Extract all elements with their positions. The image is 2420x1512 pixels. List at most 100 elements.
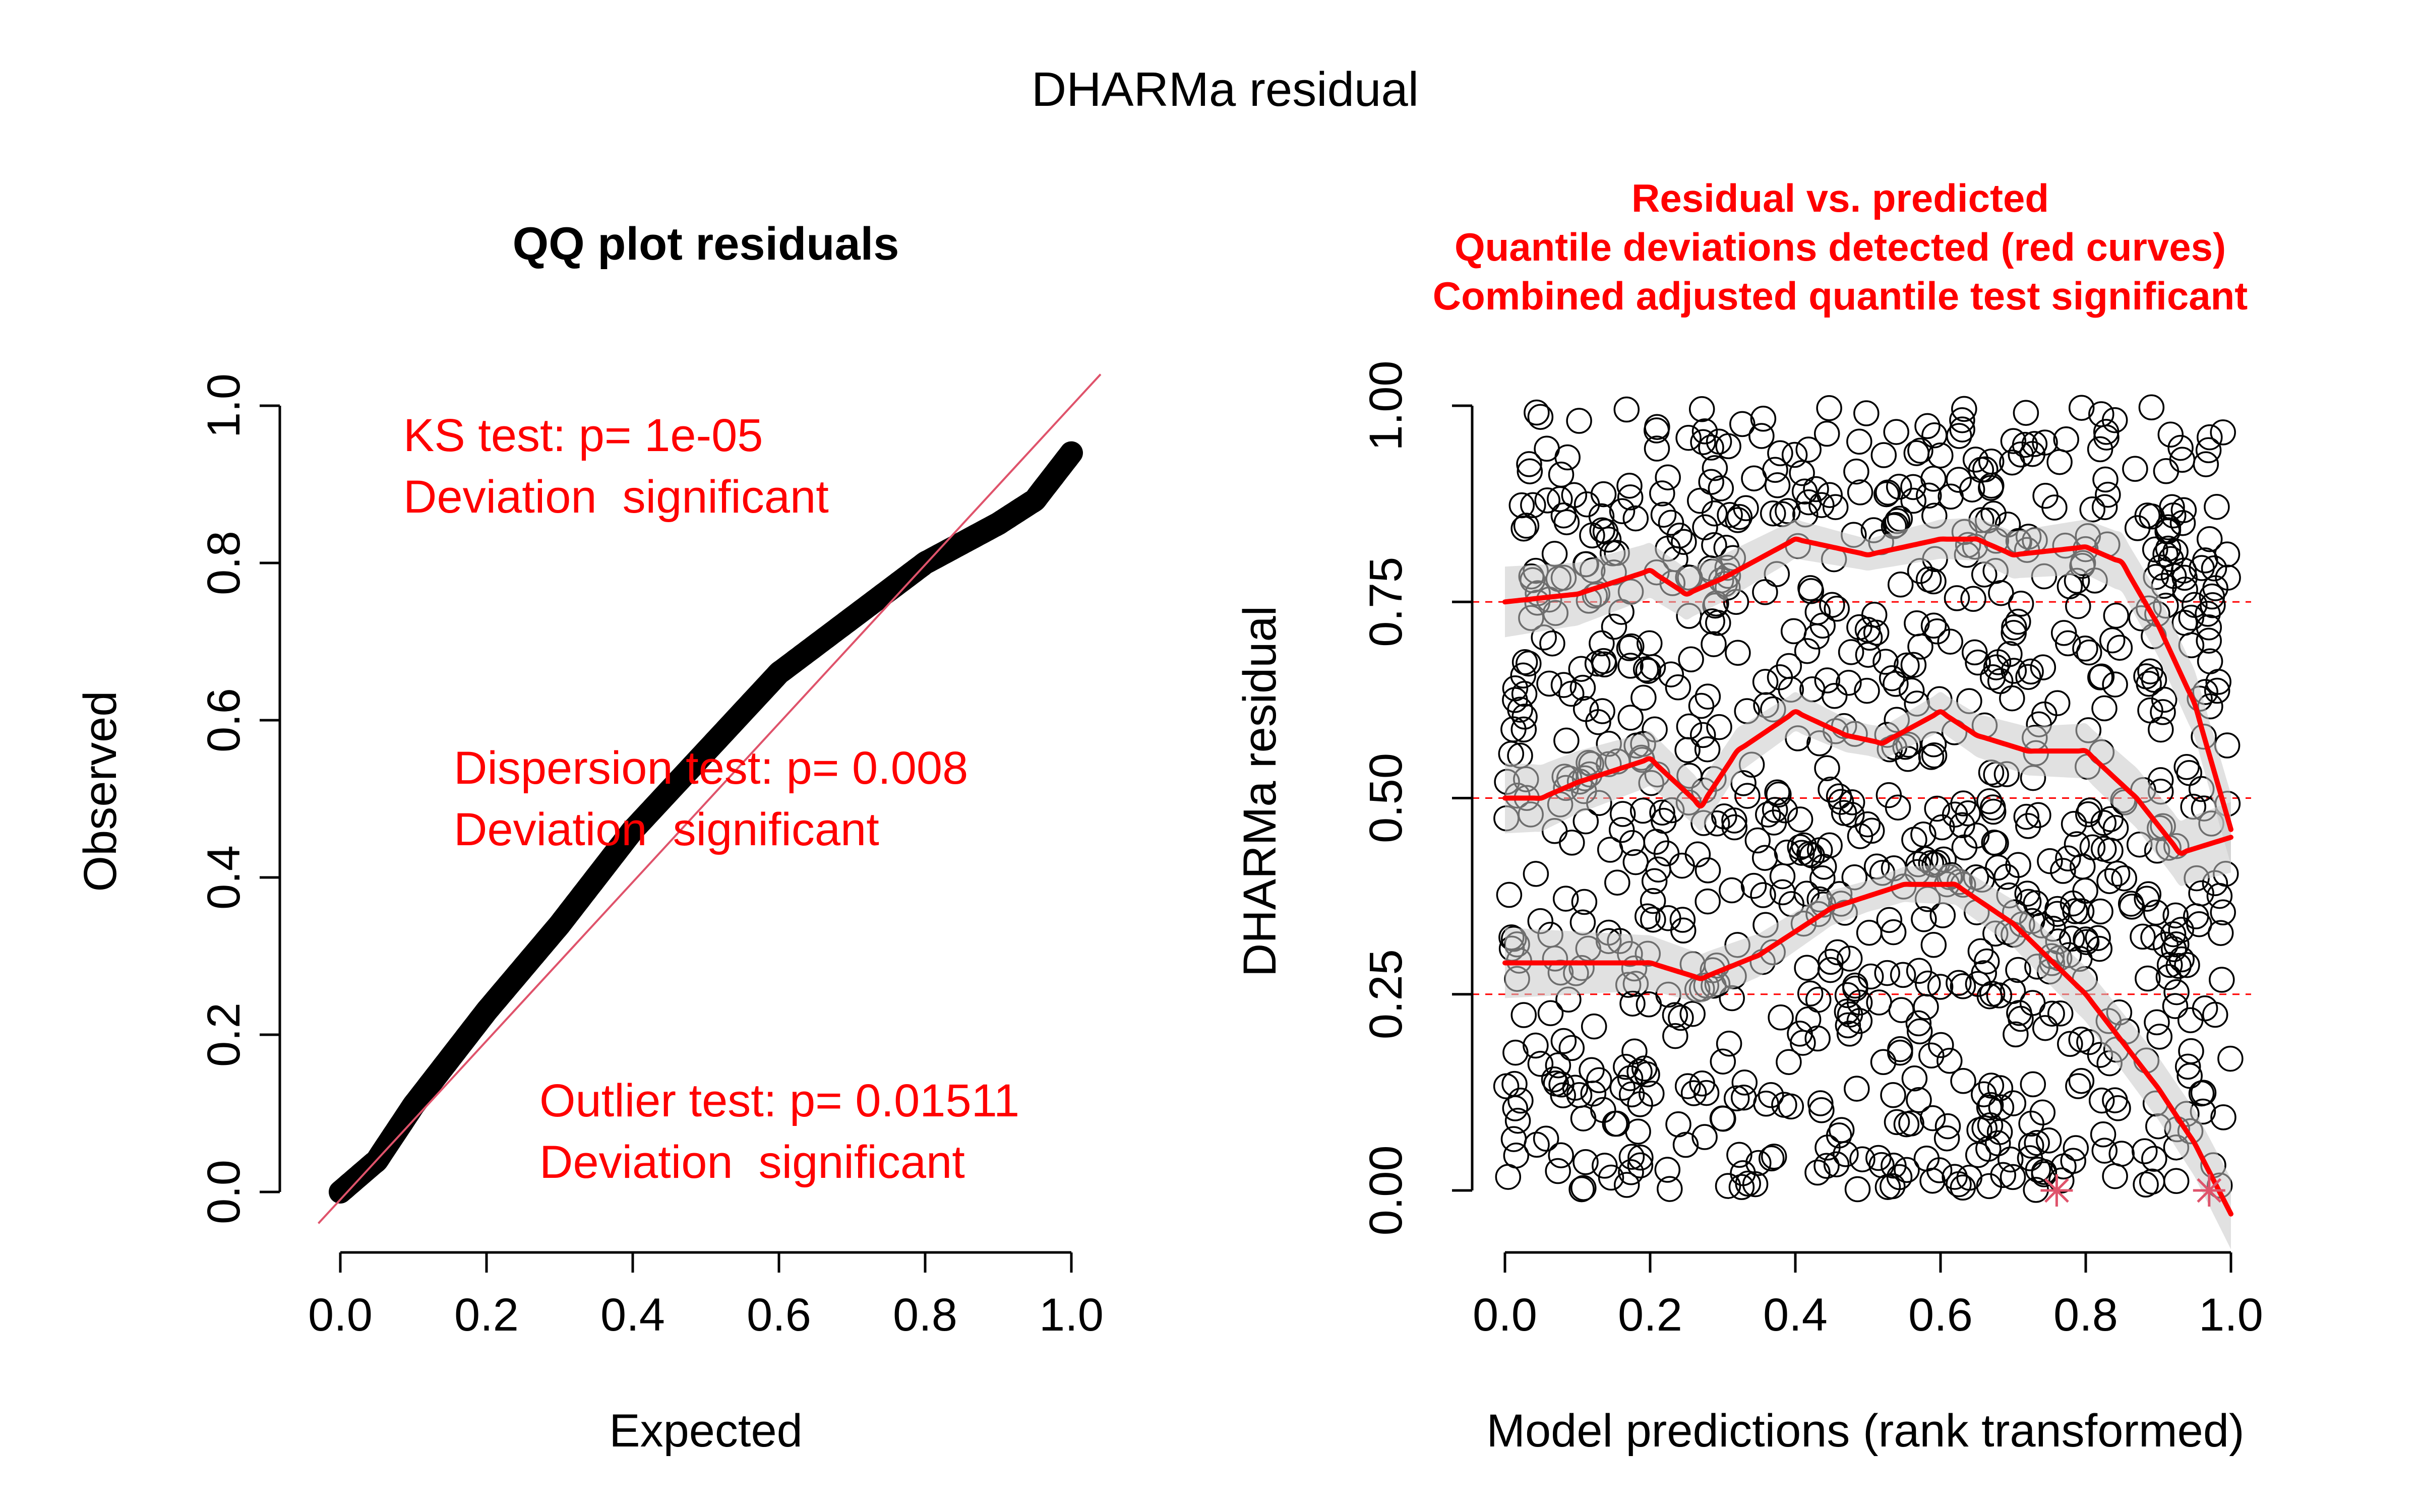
residual-point — [1885, 794, 1911, 821]
residual-point — [1517, 458, 1543, 484]
residual-point — [1751, 845, 1778, 871]
residual-point — [1963, 823, 1990, 849]
residual-point — [1981, 830, 2007, 856]
residual-point — [2097, 806, 2124, 833]
residual-point — [1976, 1094, 2003, 1121]
residual-point — [1910, 822, 1937, 848]
residual-point — [1944, 585, 1970, 611]
outlier-star-stroke — [2044, 1178, 2069, 1203]
residual-point — [2133, 1171, 2159, 1198]
residual-point — [2134, 886, 2160, 912]
residual-point — [1894, 1157, 1920, 1183]
residual-point — [2146, 1024, 2173, 1050]
qq-x-tick-label: 0.2 — [454, 1289, 519, 1341]
residual-point — [1643, 829, 1669, 855]
residual-point — [1880, 1082, 1906, 1108]
residual-point — [2217, 1045, 2244, 1072]
residual-point — [1581, 1013, 1607, 1040]
residual-point — [1907, 437, 1933, 464]
residual-point — [2024, 1129, 2050, 1156]
residual-point — [1916, 482, 1942, 509]
residual-point — [1764, 472, 1791, 498]
residual-point — [1893, 1111, 1920, 1138]
residual-point — [1750, 882, 1776, 908]
residual-point — [1655, 905, 1681, 931]
residual-point — [2108, 1141, 2135, 1167]
residual-point — [1965, 1142, 1991, 1168]
residual-point — [1699, 608, 1725, 635]
residual-point — [1769, 879, 1796, 906]
residual-point — [1644, 435, 1670, 462]
residual-point — [1553, 727, 1580, 754]
residual-point — [2095, 481, 2121, 508]
residual-point — [2055, 630, 2081, 657]
residual-point — [2177, 1007, 2204, 1033]
residual-point — [1510, 1002, 1537, 1028]
residual-point — [2088, 1087, 2115, 1114]
residual-point — [1997, 1146, 2024, 1173]
residual-point — [1956, 1165, 1982, 1191]
residual-point — [1629, 797, 1656, 824]
residual-point — [2152, 541, 2179, 568]
residual-point — [1996, 641, 2023, 667]
residual-point — [1933, 1125, 1960, 1152]
residual-point — [1928, 1032, 1954, 1058]
residual-point — [1929, 902, 1956, 928]
residual-point — [1655, 464, 1681, 490]
residual-point — [2005, 957, 2031, 983]
residual-point — [1668, 1004, 1694, 1031]
residual-point — [1613, 396, 1640, 423]
residual-point — [1672, 1131, 1699, 1158]
residual-point — [1767, 440, 1793, 467]
residual-point — [1810, 853, 1837, 880]
residual-point — [1626, 1058, 1653, 1085]
residual-point — [1934, 1113, 1961, 1140]
residual-point — [1589, 630, 1615, 657]
residual-point — [1493, 1073, 1520, 1099]
residual-point — [2168, 917, 2194, 943]
residual-point — [1561, 482, 1588, 509]
residual-point — [2147, 767, 2174, 793]
qq-x-tick-label: 0.0 — [308, 1289, 373, 1341]
residual-point — [1674, 737, 1701, 764]
residual-point — [2189, 555, 2215, 581]
residual-point — [1500, 716, 1527, 742]
residual-point — [1823, 1151, 1850, 1177]
residual-point — [1927, 974, 1954, 1000]
residual-point — [1665, 674, 1691, 701]
residual-point — [2168, 946, 2195, 973]
qq-y-tick-label: 0.8 — [198, 531, 250, 595]
residual-point — [1752, 669, 1779, 695]
residual-point — [2160, 921, 2187, 948]
residual-point — [2206, 883, 2233, 909]
residual-point — [1533, 1125, 1559, 1152]
residual-point — [1835, 1012, 1861, 1039]
residual-point — [1601, 613, 1627, 640]
residual-point — [2102, 671, 2128, 698]
residual-point — [2205, 669, 2231, 695]
residual-point — [1750, 406, 1777, 432]
residual-point — [2210, 899, 2236, 926]
residual-point — [1513, 513, 1540, 539]
residual-point — [1662, 1023, 1688, 1049]
residual-point — [1965, 649, 1991, 676]
residual-point — [1657, 1176, 1683, 1202]
residual-point — [1721, 814, 1748, 841]
residual-point — [1726, 503, 1753, 530]
residual-point — [2044, 896, 2071, 922]
residual-point — [2091, 1138, 2118, 1164]
residual-point — [1670, 917, 1697, 944]
residual-point — [1702, 455, 1728, 481]
residual-point — [2106, 635, 2133, 661]
residual-point — [1592, 1153, 1618, 1179]
residual-point — [1616, 635, 1643, 661]
residual-point — [1524, 399, 1550, 426]
residual-point — [1588, 503, 1615, 530]
residual-point — [2197, 424, 2223, 451]
residual-point — [2030, 654, 2056, 680]
residual-point — [1507, 1088, 1534, 1114]
residual-point — [1496, 881, 1523, 908]
residual-point — [2135, 965, 2161, 992]
residual-point — [2156, 952, 2183, 978]
